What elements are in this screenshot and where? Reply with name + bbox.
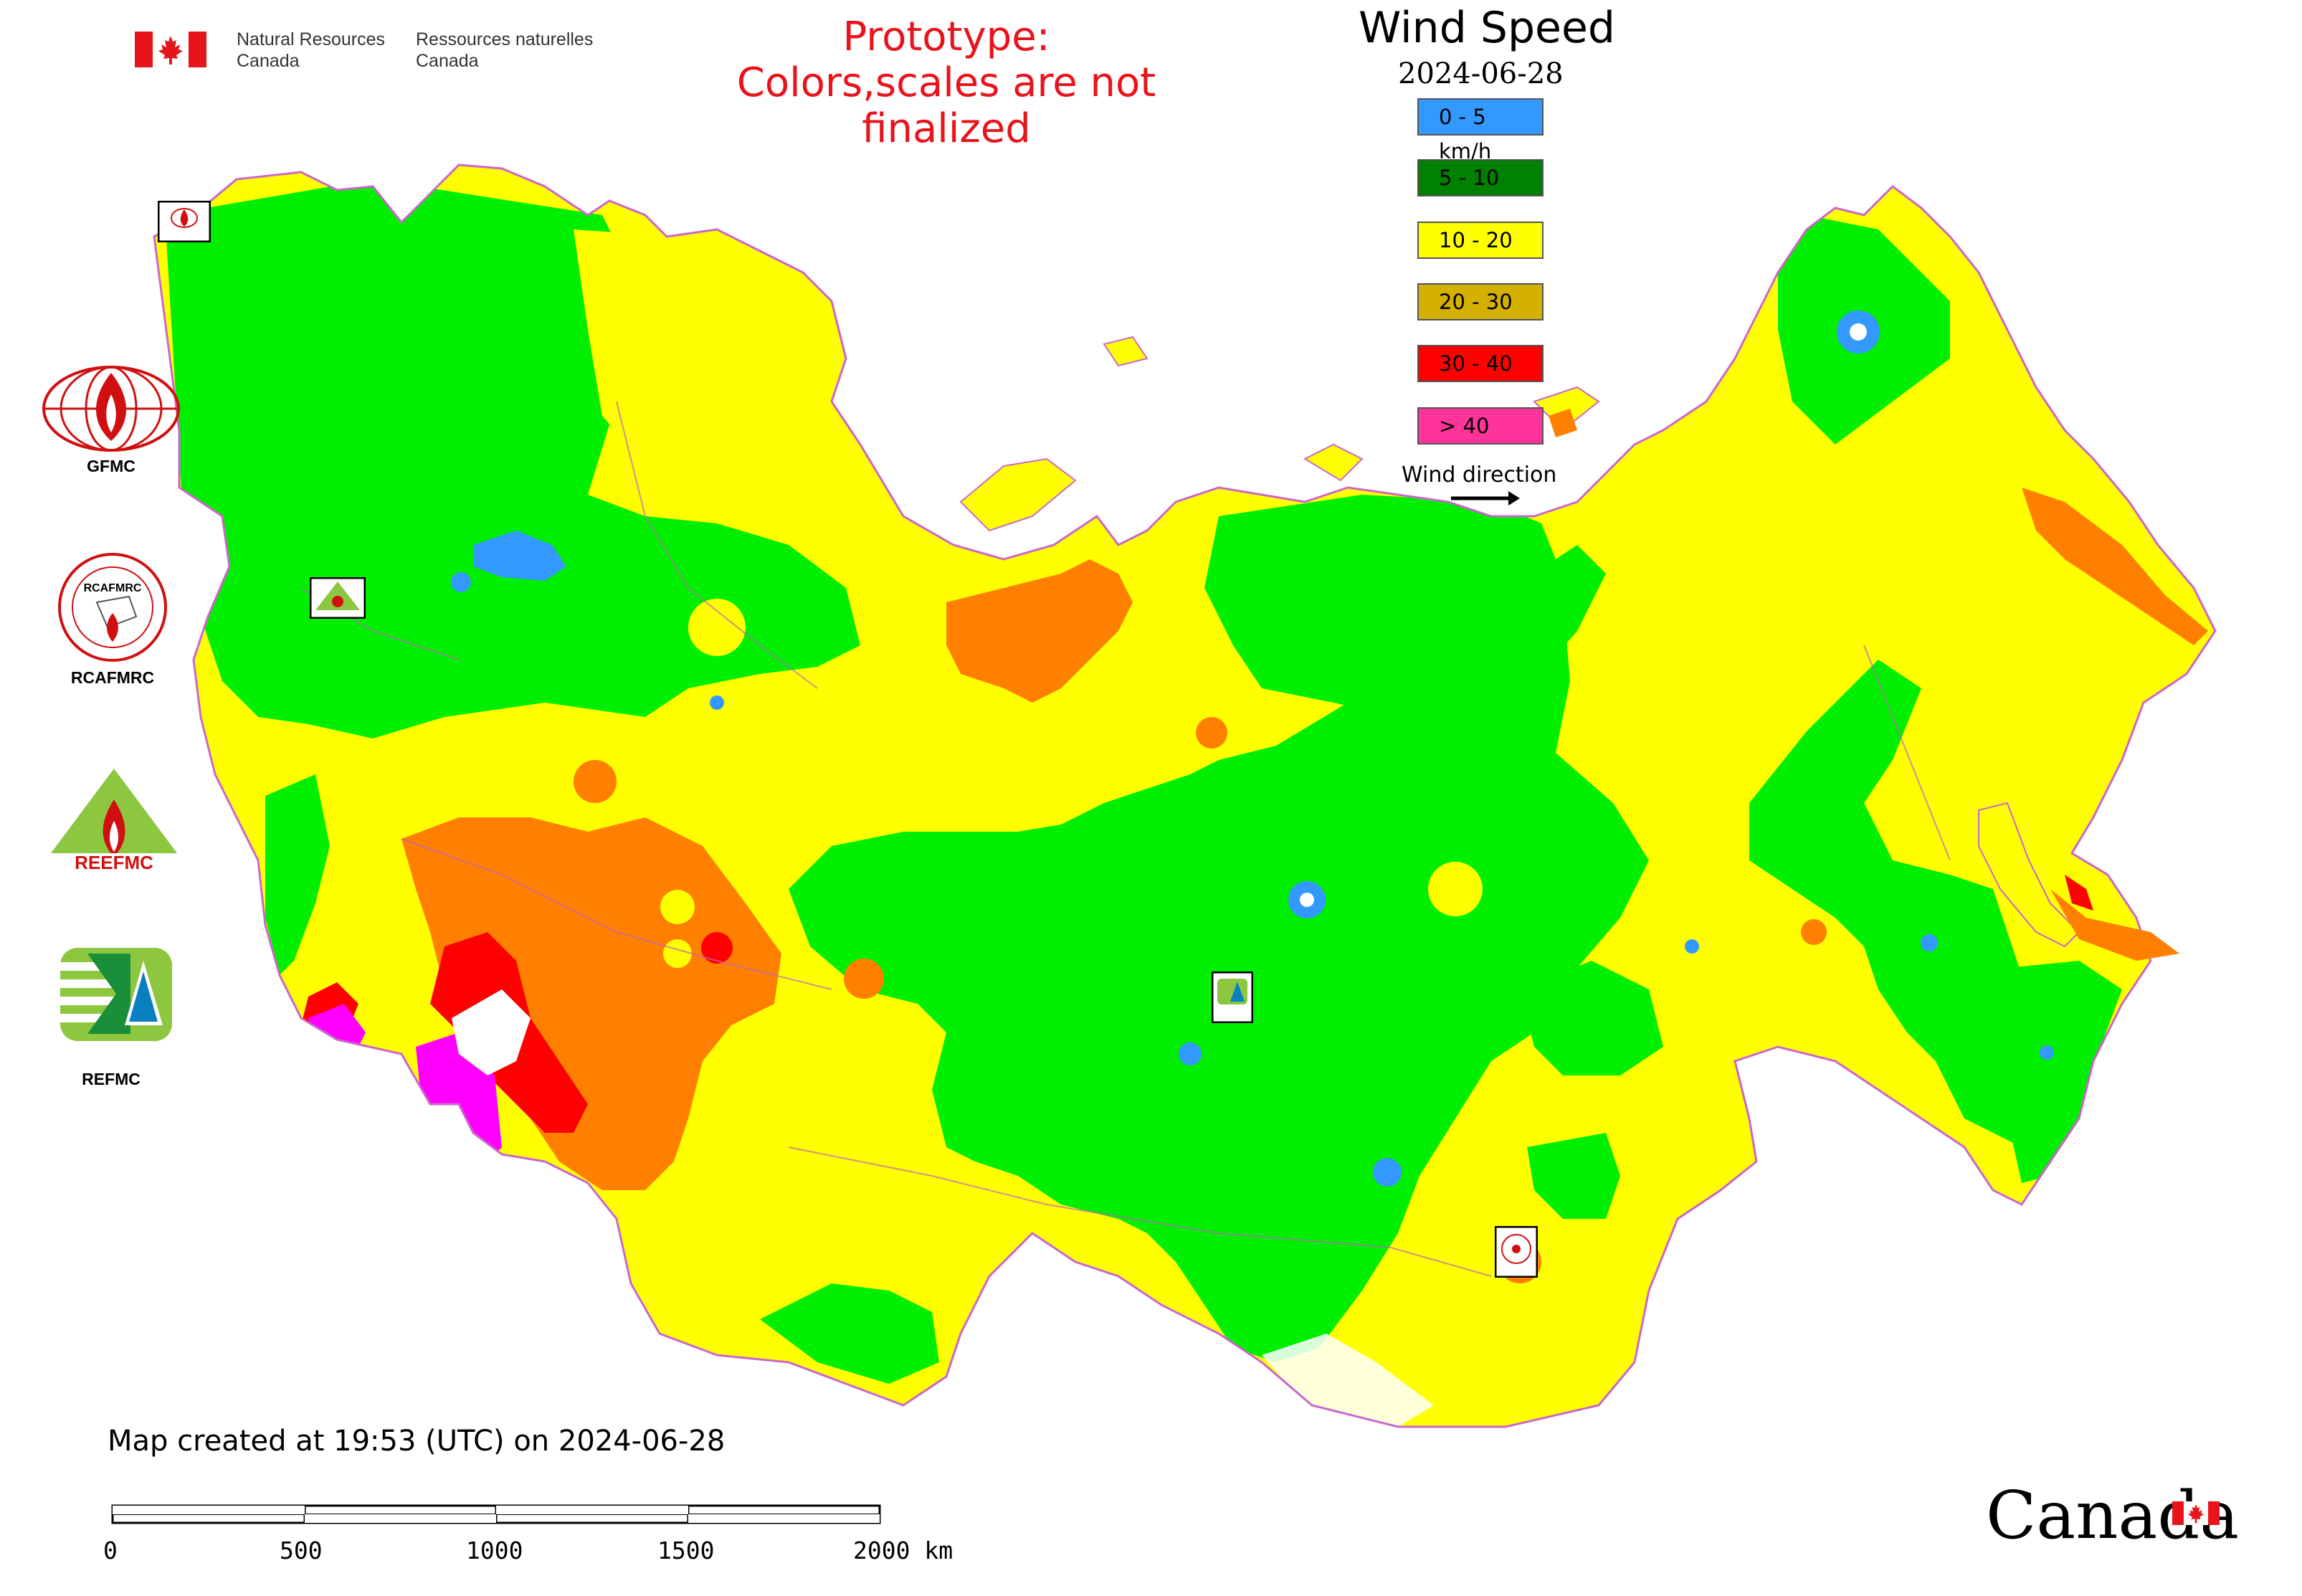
scale-bar	[111, 1504, 881, 1524]
legend-item-very-strong: 30 - 40	[1417, 345, 1544, 382]
legend-label: 10 - 20	[1439, 228, 1513, 252]
rcafmrc-map-marker-icon	[1495, 1226, 1538, 1278]
canada-wordmark-flag-icon	[2172, 1501, 2220, 1525]
agency-fr-line-2: Canada	[416, 51, 479, 71]
agency-name-fr: Ressources naturelles Canada	[416, 29, 593, 72]
legend-label: 30 - 40	[1439, 351, 1513, 376]
legend-item-extreme: > 40	[1417, 407, 1544, 445]
org-label-rcafmrc: RCAFMRC	[70, 668, 155, 687]
svg-text:RCAFMRC: RCAFMRC	[84, 582, 142, 594]
agency-en-line-1: Natural Resources	[237, 29, 386, 49]
legend-item-calm: 0 - 5 km/h	[1417, 98, 1544, 163]
gfmc-logo-icon	[42, 366, 180, 452]
scale-tick-500: 500	[280, 1536, 323, 1564]
prototype-line-1: Prototype:	[842, 14, 1050, 60]
scale-tick-1000: 1000	[466, 1536, 523, 1564]
scale-tick-2000: 2000 km	[853, 1536, 953, 1564]
legend-label: 20 - 30	[1439, 290, 1513, 314]
map-title: Wind Speed	[1359, 3, 1615, 53]
prototype-notice: Prototype: Colors,scales are not finaliz…	[660, 14, 1233, 152]
agency-en-line-2: Canada	[237, 51, 300, 71]
agency-fr-line-1: Ressources naturelles	[416, 29, 594, 49]
wind-direction-label: Wind direction	[1402, 462, 1557, 488]
refmc-logo-icon	[60, 948, 172, 1041]
reefmc-logo-icon: REEFMC	[40, 769, 188, 873]
prototype-line-2: Colors,scales are not finalized	[736, 60, 1156, 152]
canada-flag-icon	[135, 32, 206, 67]
legend-label: 5 - 10	[1439, 166, 1500, 190]
scale-tick-1500: 1500	[657, 1536, 715, 1564]
gfmc-small-logo-icon	[158, 201, 211, 242]
legend-label: 0 - 5 km/h	[1439, 105, 1492, 163]
rcafmrc-logo-icon: RCAFMRC	[58, 553, 167, 662]
legend-item-strong: 20 - 30	[1417, 283, 1544, 320]
scale-tick-0: 0	[103, 1536, 118, 1564]
refmc-map-marker-icon	[1212, 972, 1253, 1023]
svg-text:REEFMC: REEFMC	[75, 852, 153, 873]
agency-name-en: Natural Resources Canada	[237, 29, 385, 72]
org-label-refmc: REFMC	[82, 1070, 141, 1088]
org-label-gfmc: GFMC	[87, 457, 135, 475]
wind-direction-arrow-icon	[1451, 491, 1520, 505]
map-created-timestamp: Map created at 19:53 (UTC) on 2024-06-28	[108, 1425, 726, 1458]
map-date: 2024-06-28	[1398, 57, 1564, 90]
legend-item-moderate: 10 - 20	[1417, 222, 1544, 259]
legend-item-low: 5 - 10	[1417, 159, 1544, 196]
legend-label: > 40	[1439, 414, 1490, 438]
reefmc-map-marker-icon	[310, 577, 366, 619]
